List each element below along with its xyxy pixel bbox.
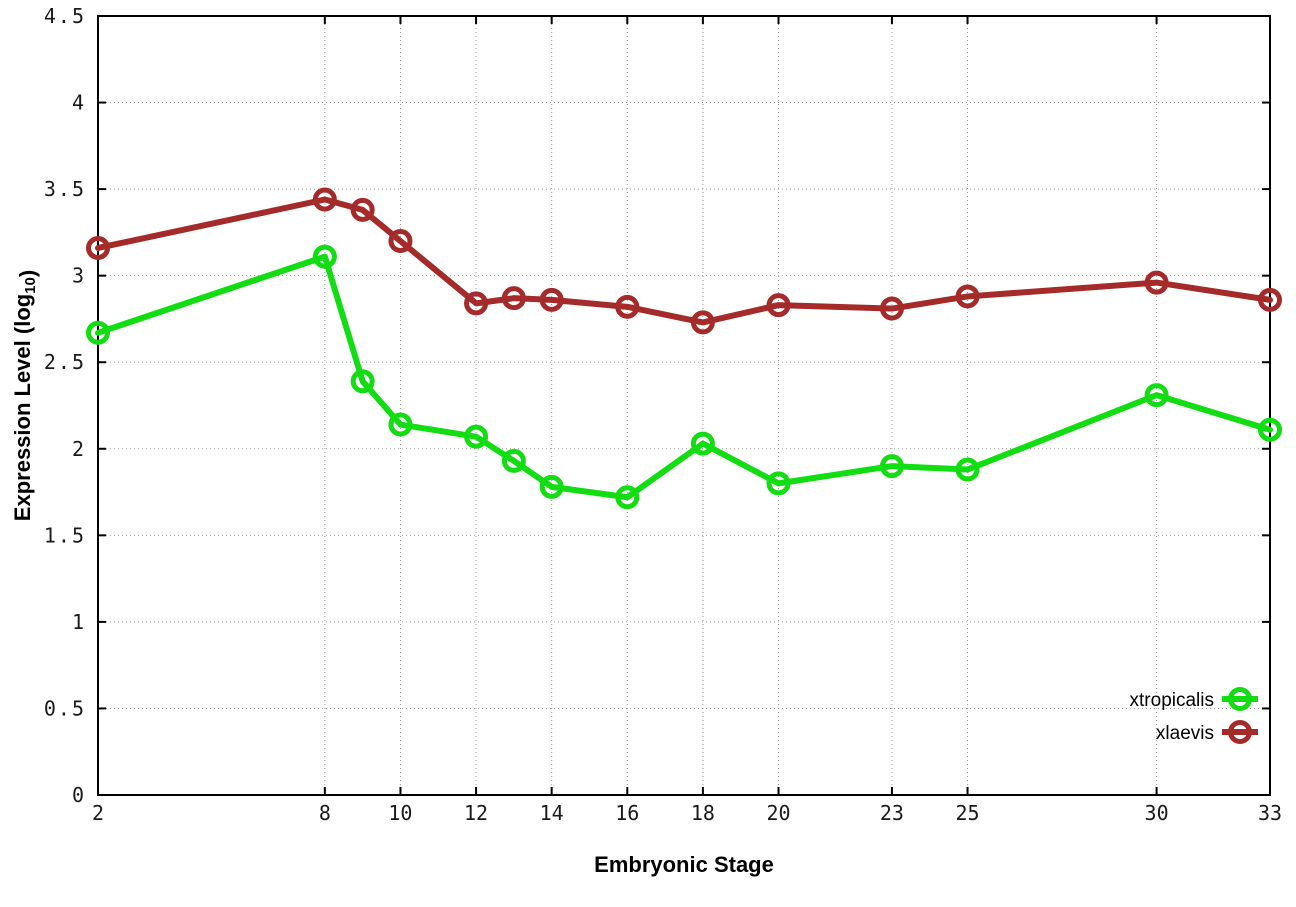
y-tick-label: 0 <box>72 783 86 807</box>
legend-marker <box>1228 687 1252 711</box>
plot-border <box>97 15 1271 796</box>
y-tick-label: 3.5 <box>44 177 86 201</box>
data-point-xtropicalis <box>615 485 640 510</box>
data-point-xlaevis <box>350 197 375 222</box>
x-tick-label: 23 <box>880 801 904 825</box>
y-tick-label: 1.5 <box>44 523 86 547</box>
x-tick-label: 18 <box>691 801 715 825</box>
x-tick-labels: 2 8 10 12 14 16 18 20 23 25 30 33 <box>92 801 1282 825</box>
data-point-xtropicalis <box>539 474 564 499</box>
y-tick-label: 4.5 <box>44 4 86 28</box>
data-point-xlaevis <box>879 296 904 321</box>
y-tick-label: 2.5 <box>44 350 86 374</box>
x-tick-label: 12 <box>464 801 488 825</box>
x-tick-label: 16 <box>615 801 639 825</box>
data-point-xtropicalis <box>388 412 413 437</box>
series-xtropicalis <box>86 244 1282 510</box>
data-point-xlaevis <box>1144 270 1169 295</box>
data-point-xlaevis <box>539 287 564 312</box>
y-tick-label: 2 <box>72 437 86 461</box>
y-tick-label: 4 <box>72 91 86 115</box>
data-point-xtropicalis <box>86 320 110 345</box>
y-tick-labels: 0 0.5 1 1.5 2 2.5 3 3.5 4 4.5 <box>44 4 86 807</box>
x-tick-label: 14 <box>540 801 564 825</box>
data-point-xtropicalis <box>312 244 337 269</box>
data-point-xtropicalis <box>690 431 715 456</box>
data-point-xtropicalis <box>350 369 375 394</box>
x-tick-label: 10 <box>388 801 412 825</box>
tick-marks <box>97 15 1271 796</box>
data-point-xtropicalis <box>464 424 489 449</box>
data-point-xtropicalis <box>879 454 904 479</box>
x-tick-label: 25 <box>956 801 980 825</box>
data-point-xlaevis <box>766 293 791 318</box>
data-point-xtropicalis <box>501 448 526 473</box>
data-point-xlaevis <box>501 286 526 311</box>
legend-item-xlaevis: xlaevis <box>1156 720 1258 744</box>
data-point-xlaevis <box>86 235 110 260</box>
y-tick-label: 3 <box>72 264 86 288</box>
data-point-xlaevis <box>690 310 715 335</box>
y-tick-label: 0.5 <box>44 696 86 720</box>
y-tick-label: 1 <box>72 610 86 634</box>
y-axis-title: Expression Level (log10) <box>10 270 40 521</box>
data-point-xlaevis <box>388 229 413 254</box>
data-point-xlaevis <box>615 294 640 319</box>
data-point-xlaevis <box>1258 287 1282 312</box>
x-tick-label: 30 <box>1145 801 1169 825</box>
data-point-xlaevis <box>955 284 980 309</box>
legend-item-xtropicalis: xtropicalis <box>1130 687 1258 711</box>
legend-label: xlaevis <box>1156 723 1214 744</box>
legend: xtropicalis xlaevis <box>1130 687 1258 744</box>
x-axis-title: Embryonic Stage <box>594 852 774 877</box>
data-point-xtropicalis <box>1258 417 1282 442</box>
x-tick-label: 20 <box>766 801 790 825</box>
data-point-xlaevis <box>312 187 337 212</box>
x-tick-label: 8 <box>319 801 331 825</box>
data-point-xtropicalis <box>955 457 980 482</box>
data-point-xlaevis <box>464 291 489 316</box>
x-tick-label: 33 <box>1258 801 1282 825</box>
x-tick-label: 2 <box>92 801 104 825</box>
series-xlaevis <box>86 187 1282 335</box>
data-point-xtropicalis <box>1144 383 1169 408</box>
legend-label: xtropicalis <box>1130 690 1214 711</box>
data-point-xtropicalis <box>766 471 791 496</box>
legend-marker <box>1228 720 1252 744</box>
